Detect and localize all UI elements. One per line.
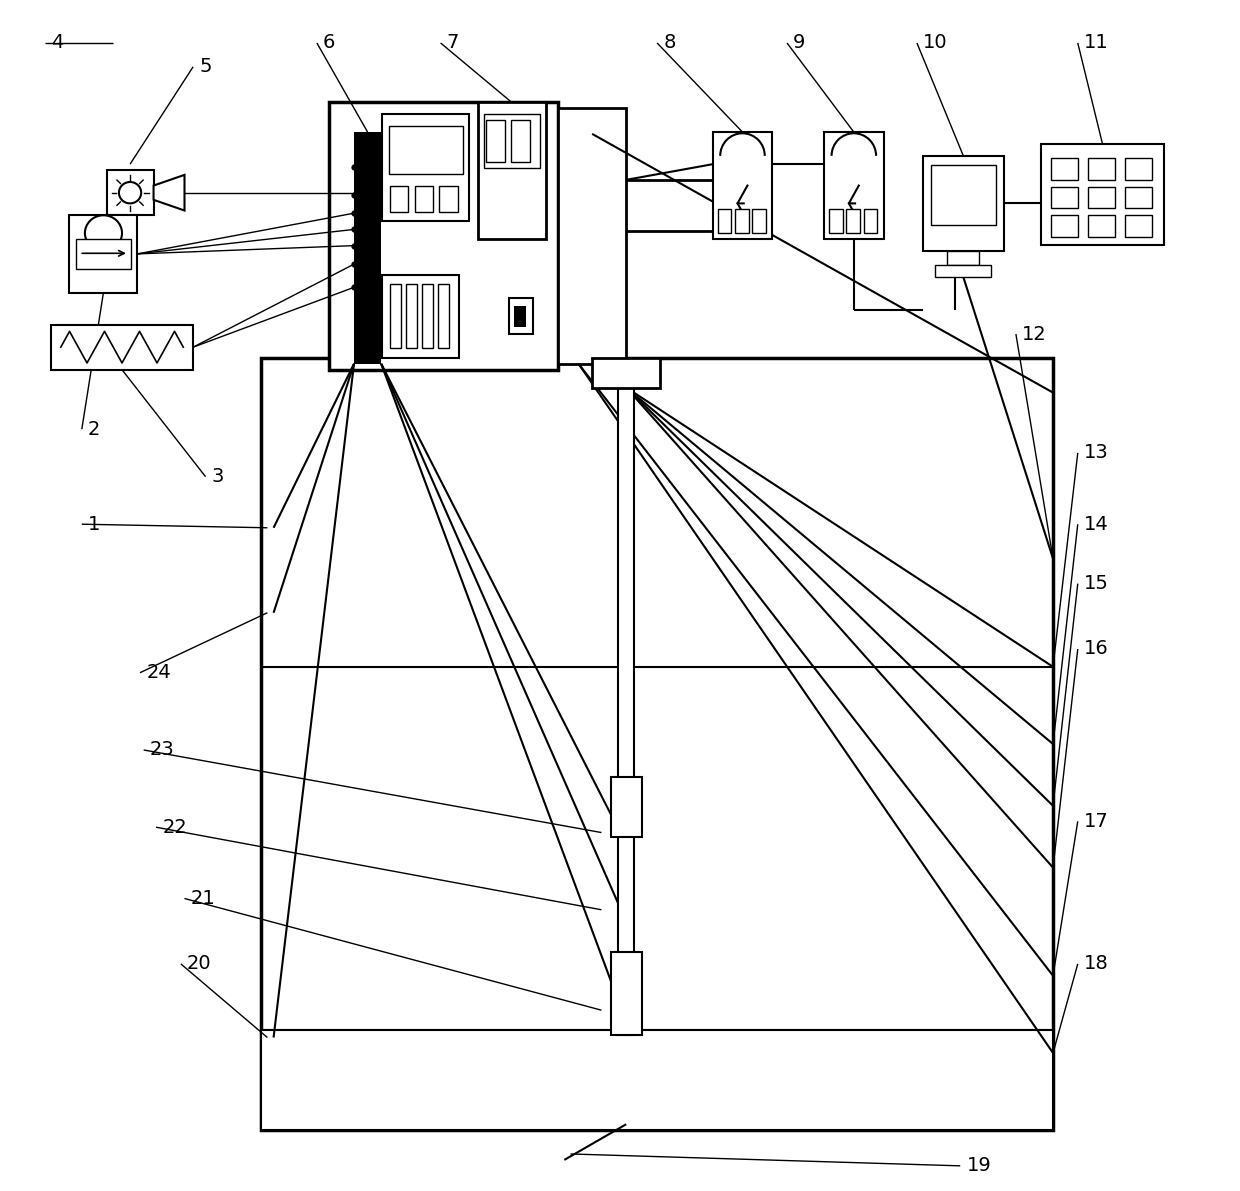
Bar [935,266,992,278]
Text: 10: 10 [923,33,947,52]
Text: 19: 19 [966,1156,991,1176]
Bar [388,126,463,174]
Bar [718,210,732,233]
Text: 6: 6 [324,33,336,52]
Bar [76,239,131,269]
Bar [414,186,433,212]
Bar [611,952,641,1035]
Bar [923,156,1003,251]
Text: 2: 2 [88,419,100,438]
Bar [1050,187,1078,208]
Bar [1087,216,1115,237]
Bar [864,210,878,233]
Bar [1125,187,1152,208]
Circle shape [119,182,141,204]
Bar [1040,144,1164,245]
Bar [382,114,469,222]
Bar [753,210,766,233]
Bar [330,102,558,369]
Bar [262,357,1053,1130]
Bar [593,357,660,387]
Text: 15: 15 [1084,574,1109,593]
Text: 12: 12 [1022,325,1047,343]
Bar [477,102,546,239]
Bar [735,210,749,233]
Bar [438,285,449,348]
Text: 5: 5 [200,57,212,76]
Bar [107,170,154,216]
Polygon shape [154,175,185,211]
Bar [830,210,843,233]
Text: 4: 4 [51,33,63,52]
Text: 3: 3 [212,467,224,486]
Bar [51,325,193,369]
Bar [439,186,458,212]
Bar [1050,158,1078,180]
Bar [611,778,641,837]
Text: 17: 17 [1084,812,1109,831]
Text: 11: 11 [1084,33,1109,52]
Bar [847,210,861,233]
Bar [422,285,433,348]
Bar [713,132,773,239]
Bar [382,275,459,357]
Bar [947,251,980,266]
Bar [389,285,401,348]
Circle shape [84,216,122,251]
Text: 21: 21 [191,888,216,908]
Text: 8: 8 [663,33,676,52]
Text: 1: 1 [88,515,100,534]
Bar [508,299,533,335]
Bar [353,132,381,363]
Bar [405,285,417,348]
Bar [558,108,626,363]
Bar [1087,158,1115,180]
Text: 24: 24 [146,663,171,682]
Bar [1087,187,1115,208]
Bar [389,186,408,212]
Text: 18: 18 [1084,954,1109,973]
Bar [1050,216,1078,237]
Bar [619,387,634,1035]
Text: 23: 23 [150,741,175,760]
Bar [69,216,138,293]
Bar [825,132,884,239]
Bar [1125,158,1152,180]
Text: 7: 7 [446,33,459,52]
Text: 22: 22 [162,818,187,837]
Bar [486,120,505,162]
Text: 20: 20 [187,954,212,973]
Bar [513,306,526,328]
Bar [484,114,539,168]
Bar [511,120,529,162]
Text: 13: 13 [1084,443,1109,462]
Text: 16: 16 [1084,640,1109,659]
Bar [1125,216,1152,237]
Text: 9: 9 [794,33,806,52]
Bar [262,1030,1053,1130]
Text: 14: 14 [1084,515,1109,534]
Bar [930,166,996,225]
